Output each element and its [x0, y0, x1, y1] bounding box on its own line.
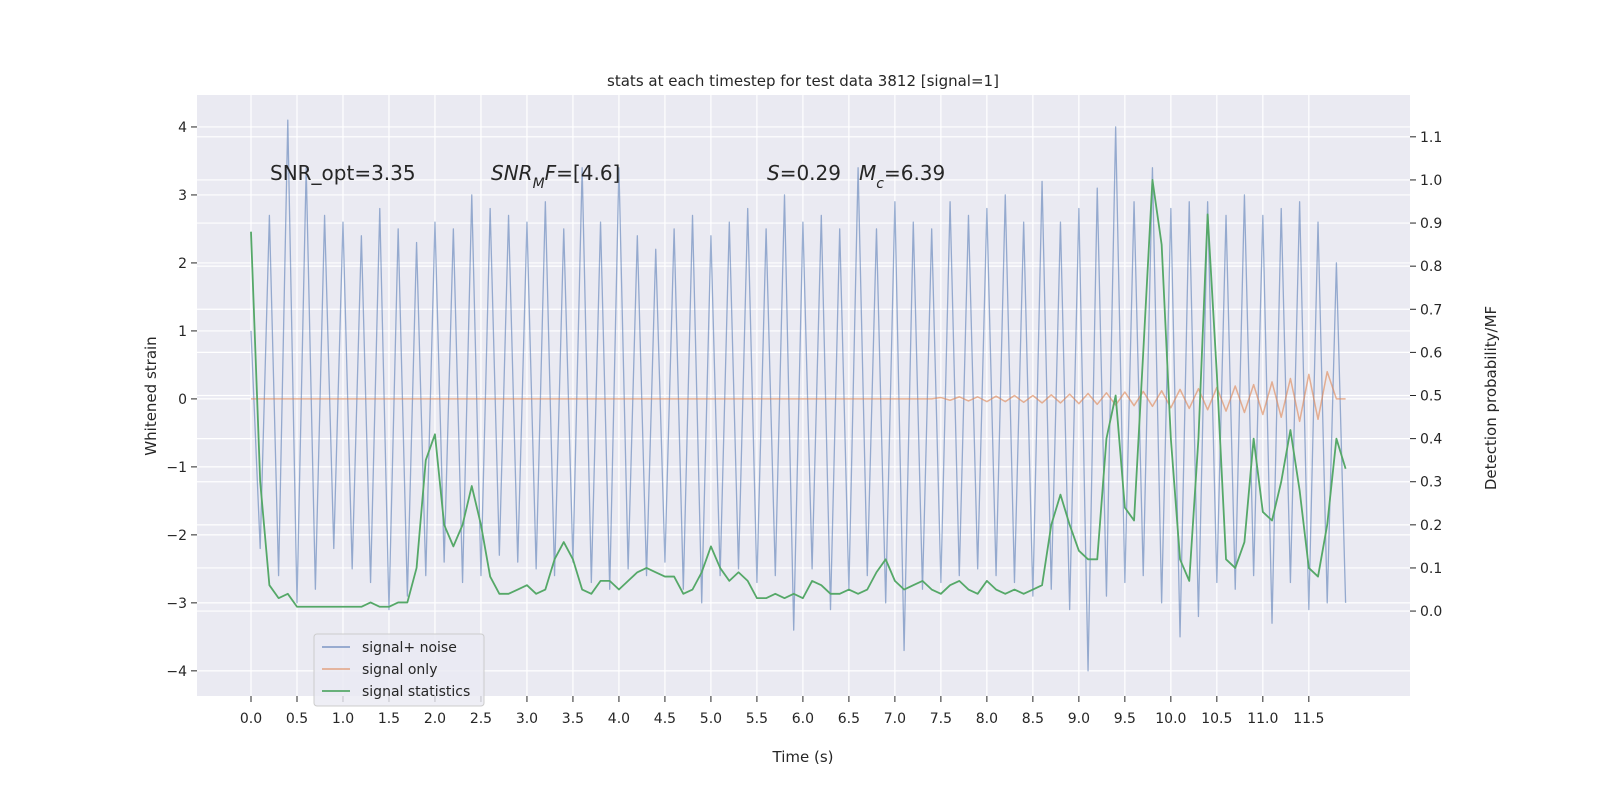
y-tick-label: 3 — [178, 188, 187, 204]
y2-tick-label: 0.9 — [1420, 216, 1442, 232]
y-tick-label: −2 — [166, 528, 187, 544]
y-tick-label: −3 — [166, 596, 187, 612]
annotation-part: S — [767, 161, 780, 185]
x-tick-label: 7.0 — [884, 711, 906, 727]
annotation: Mc=6.39 — [859, 161, 945, 192]
y2-tick-label: 0.5 — [1420, 389, 1442, 405]
annotation: S=0.29 — [767, 161, 841, 185]
annotation: SNR_opt=3.35 — [270, 161, 416, 185]
y2-tick-label: 0.4 — [1420, 432, 1442, 448]
x-tick-label: 8.0 — [976, 711, 998, 727]
y-axis-label: Whitened strain — [142, 336, 160, 455]
annotation-part: =6.39 — [884, 161, 945, 185]
series-line — [250, 119, 1347, 672]
annotation-part: =0.29 — [780, 161, 841, 185]
annotation-part: SNR_opt=3.35 — [270, 161, 416, 185]
legend-label: signal+ noise — [362, 640, 457, 656]
annotation-part: M — [859, 161, 876, 185]
x-tick-label: 4.0 — [608, 711, 630, 727]
legend-box — [313, 633, 485, 707]
y2-tick-label: 0.2 — [1420, 518, 1442, 534]
annotation-part: M — [533, 176, 545, 192]
x-tick-label: 10.5 — [1201, 711, 1232, 727]
x-tick-label: 10.0 — [1155, 711, 1186, 727]
x-tick-label: 2.0 — [424, 711, 446, 727]
x-tick-label: 11.0 — [1247, 711, 1278, 727]
y2-tick-label: 0.0 — [1420, 604, 1442, 620]
x-tick-label: 0.0 — [240, 711, 262, 727]
x-tick-label: 6.5 — [838, 711, 860, 727]
legend-label: signal statistics — [362, 684, 470, 700]
x-tick-label: 4.5 — [654, 711, 676, 727]
y2-tick-label: 0.8 — [1420, 259, 1442, 275]
x-tick-label: 1.5 — [378, 711, 400, 727]
y-tick-label: 0 — [178, 392, 187, 408]
annotation: SNRMF=[4.6] — [491, 161, 620, 192]
y2-tick-label: 0.3 — [1420, 475, 1442, 491]
annotation-part: =[4.6] — [556, 161, 620, 185]
y-tick-label: −4 — [166, 664, 187, 680]
series-line — [250, 370, 1346, 423]
x-tick-label: 2.5 — [470, 711, 492, 727]
x-axis-label: Time (s) — [772, 748, 834, 766]
y-tick-label: 1 — [178, 324, 187, 340]
y2-tick-label: 0.6 — [1420, 345, 1442, 361]
y2-tick-label: 0.7 — [1420, 302, 1442, 318]
x-tick-label: 6.0 — [792, 711, 814, 727]
annotation-part: c — [876, 176, 884, 192]
x-tick-label: 8.5 — [1022, 711, 1044, 727]
annotation-part: F — [545, 161, 557, 185]
x-tick-label: 5.0 — [700, 711, 722, 727]
chart-title: stats at each timestep for test data 381… — [607, 72, 999, 90]
y2-axis-label: Detection probability/MF — [1482, 306, 1500, 490]
x-tick-label: 5.5 — [746, 711, 768, 727]
x-tick-label: 11.5 — [1293, 711, 1324, 727]
x-tick-label: 3.0 — [516, 711, 538, 727]
x-tick-label: 0.5 — [286, 711, 308, 727]
y-tick-label: 4 — [178, 120, 187, 136]
x-tick-label: 9.5 — [1114, 711, 1136, 727]
y2-tick-label: 1.1 — [1420, 130, 1442, 146]
y2-tick-label: 0.1 — [1420, 561, 1442, 577]
annotation-part: SNR — [491, 161, 533, 185]
y-tick-label: −1 — [166, 460, 187, 476]
series-line — [250, 179, 1347, 608]
y2-tick-label: 1.0 — [1420, 173, 1442, 189]
x-tick-label: 3.5 — [562, 711, 584, 727]
x-tick-label: 7.5 — [930, 711, 952, 727]
y-tick-label: 2 — [178, 256, 187, 272]
x-tick-label: 9.0 — [1068, 711, 1090, 727]
x-tick-label: 1.0 — [332, 711, 354, 727]
legend-label: signal only — [362, 662, 437, 678]
